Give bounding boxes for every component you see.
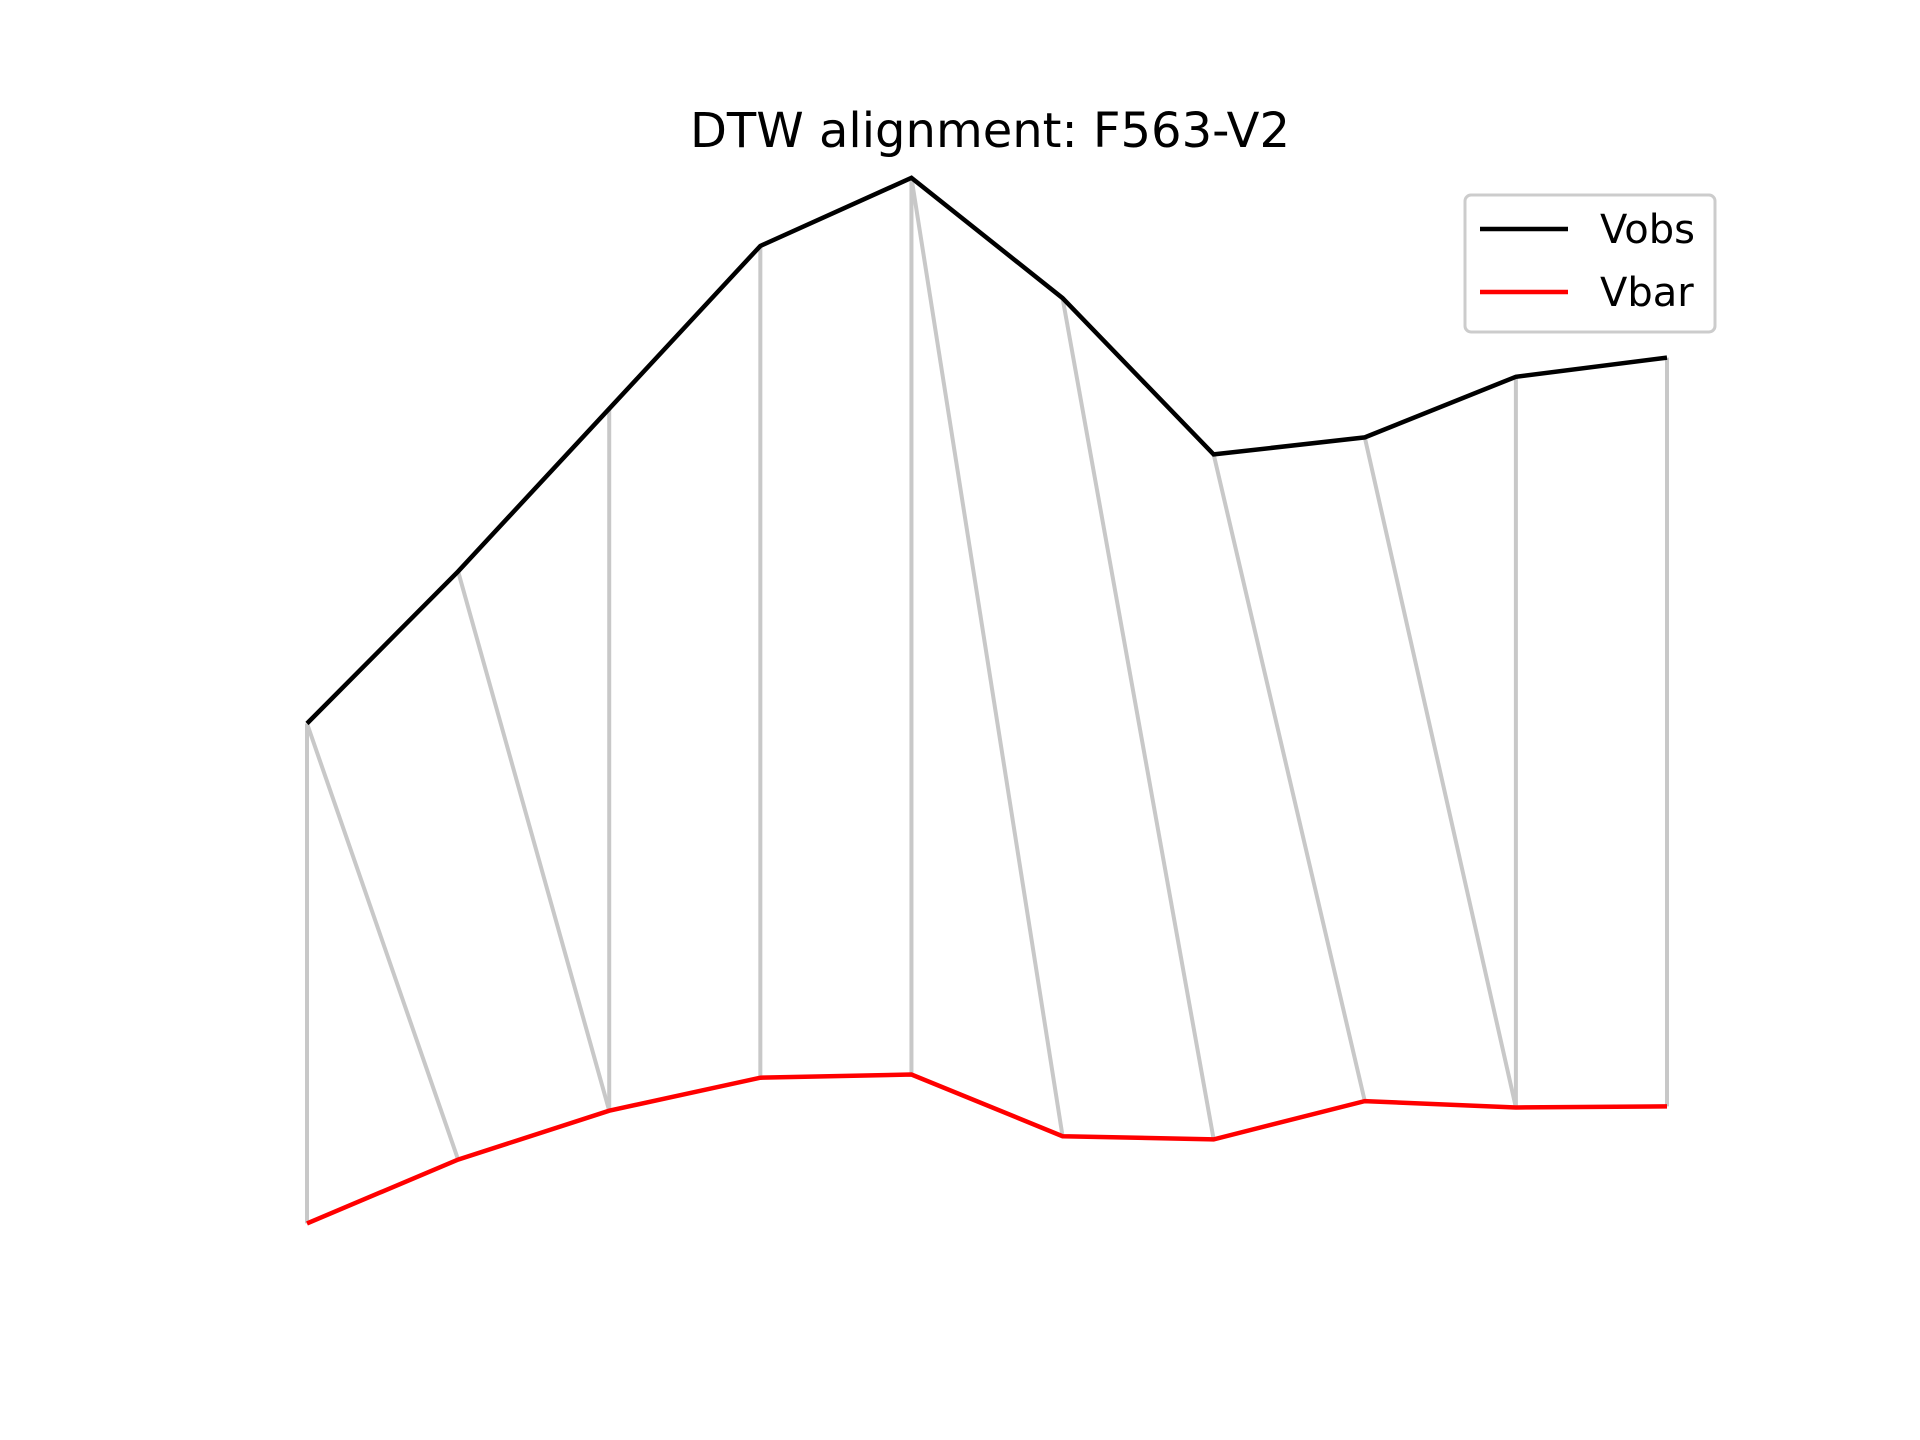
legend-label-vobs: Vobs <box>1600 207 1695 253</box>
alignment-line-6 <box>909 177 1065 1137</box>
alignment-line-2 <box>456 570 612 1112</box>
legend: Vobs Vbar <box>1463 193 1717 334</box>
alignment-lines <box>305 177 1669 1224</box>
alignment-line-1 <box>305 722 461 1161</box>
legend-label-vbar: Vbar <box>1600 270 1694 316</box>
alignment-line-9 <box>1362 436 1518 1108</box>
series-line-vobs <box>305 175 1668 726</box>
series-lines <box>305 175 1668 1226</box>
alignment-line-7 <box>1060 297 1216 1140</box>
alignment-line-8 <box>1211 453 1367 1102</box>
series-line-vbar <box>306 1072 1668 1226</box>
chart-title: DTW alignment: F563-V2 <box>690 103 1290 159</box>
